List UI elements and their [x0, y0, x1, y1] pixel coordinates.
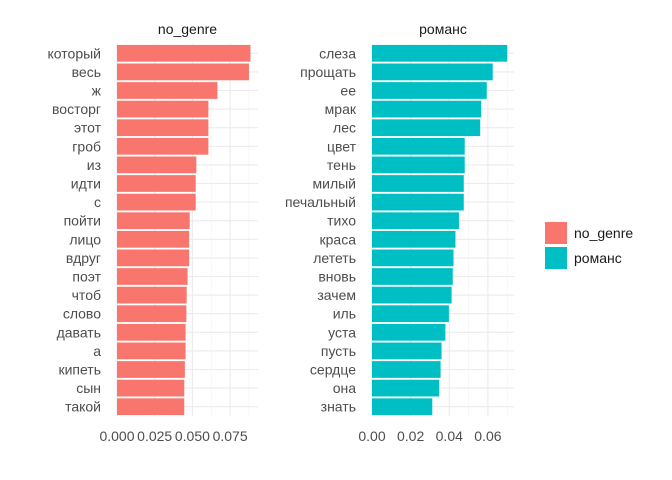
bar-она: [372, 379, 440, 397]
category-label: слово: [63, 306, 101, 322]
bar-лес: [372, 119, 481, 137]
bar-давать: [117, 323, 186, 341]
bar-лететь: [372, 249, 454, 267]
category-label: такой: [65, 399, 101, 415]
category-label: уста: [328, 324, 356, 340]
category-label: восторг: [52, 101, 101, 117]
x-tick-label: 0.000: [99, 428, 134, 444]
bar-знать: [372, 398, 433, 416]
category-label: из: [87, 157, 101, 173]
bar-тихо: [372, 212, 459, 230]
bar-пойти: [117, 212, 190, 230]
bar-вдруг: [117, 249, 190, 267]
legend-label: романс: [574, 250, 622, 266]
bar-сердце: [372, 361, 441, 378]
x-tick-label: 0.04: [436, 428, 463, 444]
bar-краса: [372, 230, 456, 248]
category-label: тихо: [327, 213, 356, 229]
category-label: милый: [313, 176, 357, 192]
bar-идти: [117, 175, 196, 192]
category-label: вдруг: [66, 250, 101, 266]
bar-который: [117, 44, 251, 62]
facet-title: no_genre: [158, 21, 217, 37]
bar-пусть: [372, 342, 442, 360]
category-label: гроб: [72, 138, 101, 154]
category-label: весь: [72, 64, 101, 80]
category-label: вновь: [318, 269, 356, 285]
category-label: пойти: [64, 213, 101, 229]
bar-цвет: [372, 137, 465, 155]
bar-милый: [372, 175, 464, 192]
category-label: давать: [57, 324, 101, 340]
category-label: пусть: [321, 343, 356, 359]
category-label: кипеть: [58, 362, 101, 378]
x-tick-label: 0.00: [358, 428, 385, 444]
x-tick-label: 0.06: [474, 428, 501, 444]
category-label: краса: [320, 231, 357, 247]
category-label: этот: [74, 120, 102, 136]
category-label: поэт: [72, 269, 101, 285]
category-label: ее: [340, 83, 356, 99]
facet-panel-1: романс слеза прощать ее мрак лес цвет тень милый…: [285, 21, 514, 444]
bar-гроб: [117, 137, 209, 155]
bar-мрак: [372, 100, 482, 118]
category-label: а: [93, 343, 101, 359]
legend-key: [545, 222, 567, 244]
category-label: идти: [71, 176, 101, 192]
category-label: иль: [333, 306, 356, 322]
category-label: ж: [92, 83, 102, 99]
bar-этот: [117, 119, 209, 137]
bar-сын: [117, 379, 185, 397]
category-label: печальный: [285, 194, 356, 210]
facet-title: романс: [419, 21, 467, 37]
category-label: сын: [76, 380, 101, 396]
bar-вновь: [372, 268, 453, 285]
bar-тень: [372, 156, 465, 174]
category-label: с: [94, 194, 101, 210]
category-label: лететь: [313, 250, 356, 266]
legend-key: [545, 247, 567, 269]
bar-а: [117, 342, 186, 360]
category-label: она: [333, 380, 357, 396]
bar-слеза: [372, 44, 508, 62]
bar-ее: [372, 82, 487, 99]
bar-иль: [372, 305, 449, 323]
bar-уста: [372, 323, 446, 341]
category-label: прощать: [300, 64, 356, 80]
category-label: слеза: [319, 45, 356, 61]
bar-поэт: [117, 268, 188, 285]
category-label: знать: [321, 399, 356, 415]
x-tick-label: 0.075: [213, 428, 248, 444]
bar-кипеть: [117, 361, 185, 378]
bar-зачем: [372, 286, 452, 304]
category-label: чтоб: [72, 287, 101, 303]
bar-такой: [117, 398, 185, 416]
category-label: цвет: [327, 138, 357, 154]
x-tick-label: 0.02: [397, 428, 424, 444]
facet-panel-0: no_genre который весь ж восторг этот гроб из идт…: [48, 21, 258, 444]
bar-восторг: [117, 100, 209, 118]
category-label: мрак: [325, 101, 357, 117]
category-label: сердце: [310, 362, 356, 378]
category-label: который: [48, 45, 101, 61]
legend: no_genre романс: [545, 222, 633, 269]
bar-ж: [117, 82, 218, 99]
bar-печальный: [372, 193, 464, 211]
bar-с: [117, 193, 196, 211]
bar-чтоб: [117, 286, 187, 304]
x-tick-label: 0.050: [175, 428, 210, 444]
x-tick-label: 0.025: [137, 428, 172, 444]
bar-прощать: [372, 63, 493, 81]
bar-лицо: [117, 230, 190, 248]
bar-из: [117, 156, 197, 174]
legend-label: no_genre: [574, 225, 633, 241]
category-label: лицо: [69, 231, 101, 247]
category-label: тень: [327, 157, 356, 173]
category-label: зачем: [317, 287, 356, 303]
bar-весь: [117, 63, 249, 81]
category-label: лес: [333, 120, 356, 136]
bar-слово: [117, 305, 187, 323]
